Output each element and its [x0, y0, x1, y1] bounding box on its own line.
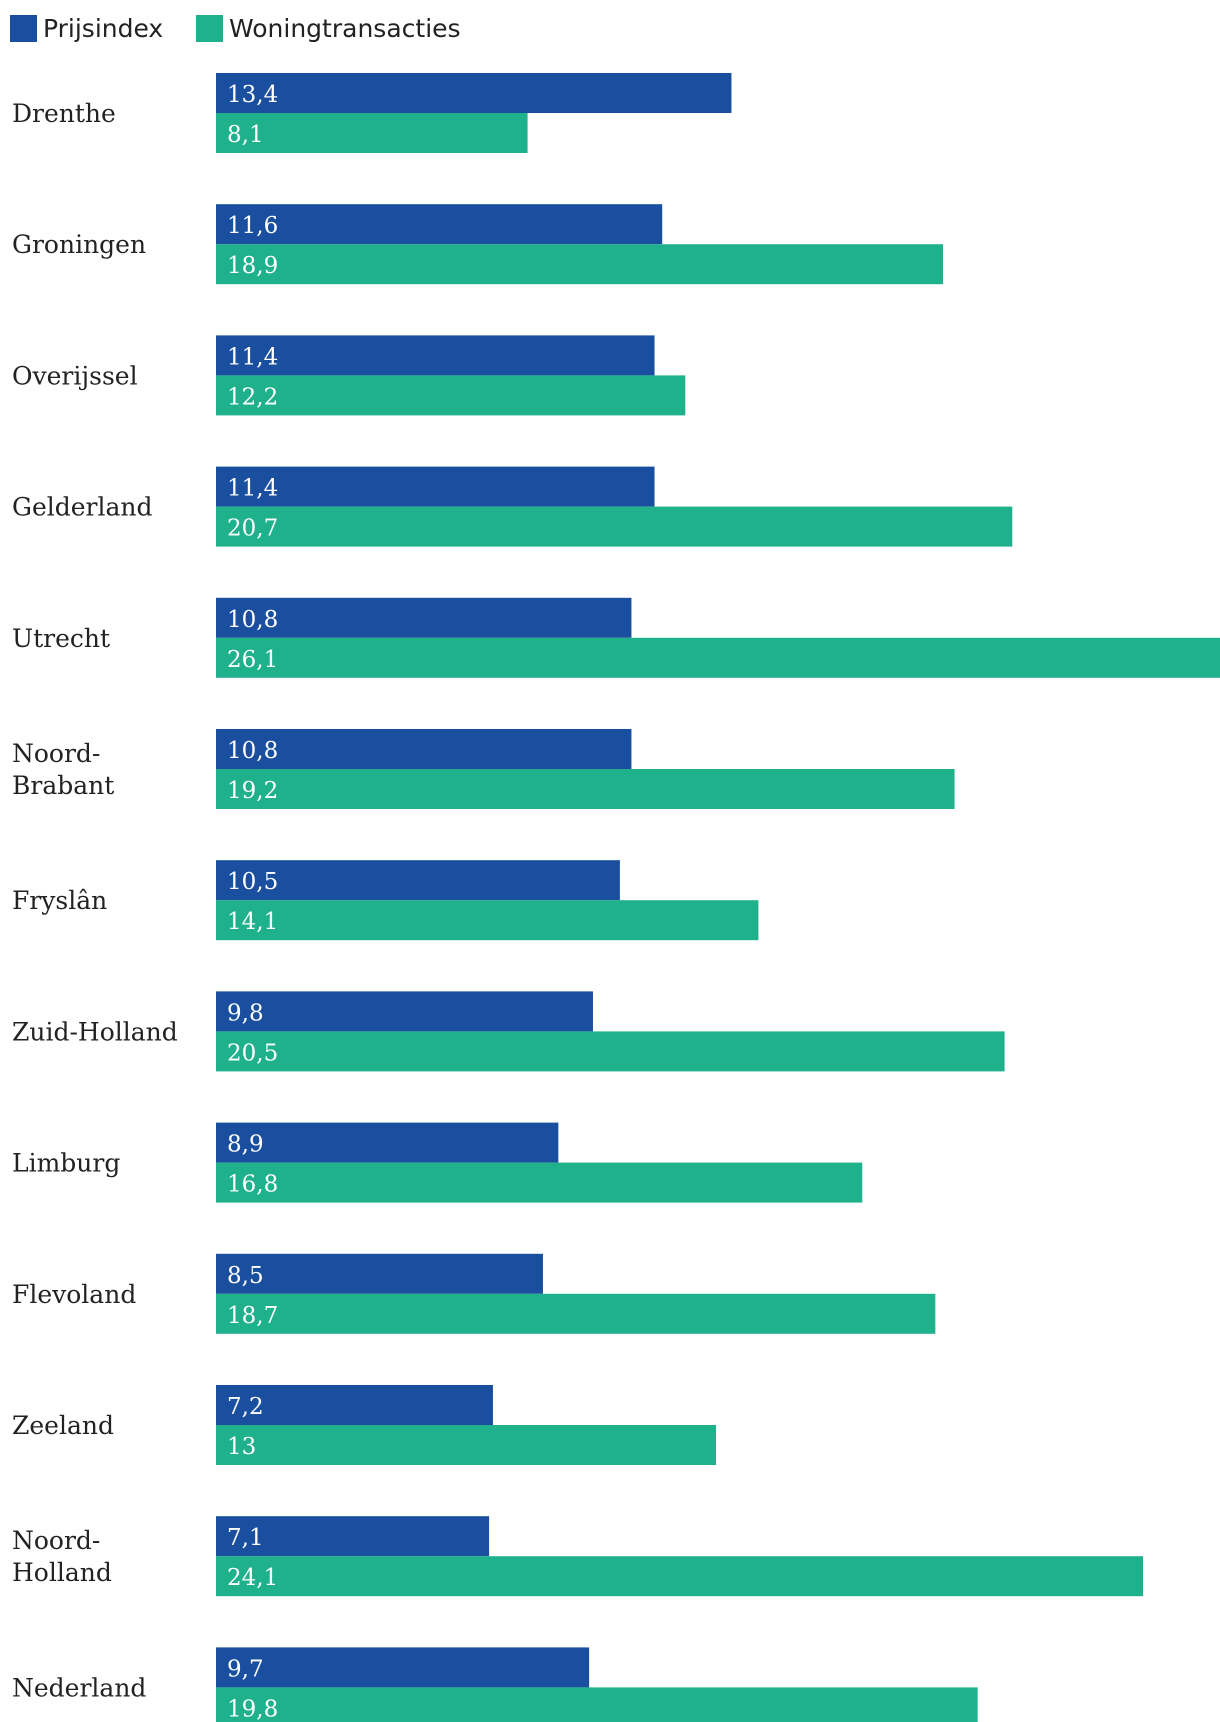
value-label-woningtransacties: 13 — [227, 1434, 256, 1460]
bar-woningtransacties-nederland — [216, 1687, 978, 1722]
value-label-prijsindex: 8,5 — [227, 1263, 264, 1289]
value-label-prijsindex: 8,9 — [227, 1132, 264, 1158]
row-noord-brabant: Noord- Brabant 10,8 19,2 — [12, 729, 955, 809]
value-label-woningtransacties: 24,1 — [227, 1565, 278, 1591]
legend: Prijsindex Woningtransacties — [10, 14, 461, 43]
category-label: Utrecht — [12, 624, 110, 653]
bar-prijsindex-flevoland — [216, 1253, 543, 1294]
value-label-woningtransacties: 19,8 — [227, 1696, 278, 1722]
category-label: Noord- — [12, 739, 100, 768]
bar-woningtransacties-gelderland — [216, 506, 1013, 547]
bar-prijsindex-frysl-n — [216, 860, 620, 901]
bar-woningtransacties-drenthe — [216, 113, 528, 153]
bar-woningtransacties-frysl-n — [216, 900, 759, 941]
bar-woningtransacties-groningen — [216, 244, 944, 285]
row-limburg: Limburg 8,9 16,8 — [12, 1122, 863, 1203]
row-gelderland: Gelderland 11,4 20,7 — [12, 466, 1013, 547]
bar-prijsindex-zeeland — [216, 1385, 493, 1425]
value-label-prijsindex: 7,1 — [227, 1525, 264, 1551]
bar-woningtransacties-noord-brabant — [216, 769, 955, 809]
value-label-woningtransacties: 12,2 — [227, 384, 278, 410]
category-label: Drenthe — [12, 99, 116, 128]
value-label-prijsindex: 13,4 — [227, 82, 278, 108]
bar-prijsindex-groningen — [216, 204, 663, 245]
legend-swatch-prijsindex — [10, 15, 37, 42]
category-label: Groningen — [12, 230, 146, 259]
value-label-woningtransacties: 16,8 — [227, 1172, 278, 1198]
row-nederland: Nederland 9,7 19,8 — [12, 1647, 978, 1722]
value-label-woningtransacties: 14,1 — [227, 909, 278, 935]
category-label: Flevoland — [12, 1280, 136, 1309]
category-label: Brabant — [12, 771, 114, 800]
legend-swatch-woningtransacties — [196, 15, 223, 42]
value-label-prijsindex: 7,2 — [227, 1394, 264, 1420]
row-overijssel: Overijssel 11,4 12,2 — [12, 335, 686, 416]
bar-prijsindex-nederland — [216, 1647, 590, 1688]
bar-woningtransacties-limburg — [216, 1162, 863, 1203]
bar-prijsindex-noord-brabant — [216, 729, 632, 769]
bar-prijsindex-overijssel — [216, 335, 655, 376]
value-label-prijsindex: 9,8 — [227, 1000, 264, 1026]
bar-prijsindex-noord-holland — [216, 1516, 490, 1557]
value-label-prijsindex: 10,8 — [227, 607, 278, 633]
value-label-prijsindex: 10,8 — [227, 738, 278, 764]
row-zeeland: Zeeland 7,2 13 — [12, 1385, 717, 1465]
bar-woningtransacties-flevoland — [216, 1293, 936, 1334]
row-zuid-holland: Zuid-Holland 9,8 20,5 — [12, 991, 1005, 1072]
value-label-prijsindex: 11,6 — [227, 213, 278, 239]
value-label-woningtransacties: 18,9 — [227, 253, 278, 279]
row-frysl-n: Fryslân 10,5 14,1 — [12, 860, 759, 941]
row-noord-holland: Noord- Holland 7,1 24,1 — [12, 1516, 1144, 1597]
category-label: Zuid-Holland — [12, 1017, 178, 1046]
category-label: Overijssel — [12, 361, 138, 390]
value-label-woningtransacties: 8,1 — [227, 122, 264, 148]
legend-label-woningtransacties: Woningtransacties — [229, 14, 461, 43]
bar-woningtransacties-zuid-holland — [216, 1031, 1005, 1072]
bar-woningtransacties-noord-holland — [216, 1556, 1144, 1597]
category-label: Gelderland — [12, 493, 153, 522]
category-label: Limburg — [12, 1149, 120, 1178]
bar-prijsindex-zuid-holland — [216, 991, 593, 1032]
value-label-woningtransacties: 18,7 — [227, 1303, 278, 1329]
bar-woningtransacties-zeeland — [216, 1425, 717, 1465]
row-flevoland: Flevoland 8,5 18,7 — [12, 1253, 936, 1334]
row-utrecht: Utrecht 10,8 26,1 — [12, 597, 1220, 678]
row-drenthe: Drenthe 13,4 8,1 — [12, 73, 732, 153]
value-label-woningtransacties: 20,5 — [227, 1040, 278, 1066]
bar-prijsindex-limburg — [216, 1122, 559, 1163]
value-label-woningtransacties: 19,2 — [227, 778, 278, 804]
value-label-woningtransacties: 20,7 — [227, 516, 278, 542]
bar-prijsindex-utrecht — [216, 597, 632, 638]
category-label: Fryslân — [12, 886, 107, 915]
category-label: Zeeland — [12, 1411, 114, 1440]
chart-rows: Drenthe 13,4 8,1 Groningen 11,6 18,9 Overijsse… — [12, 73, 1220, 1722]
category-label: Nederland — [12, 1673, 146, 1702]
bar-woningtransacties-overijssel — [216, 375, 686, 416]
category-label: Noord- — [12, 1526, 100, 1555]
value-label-woningtransacties: 26,1 — [227, 647, 278, 673]
value-label-prijsindex: 9,7 — [227, 1656, 264, 1682]
row-groningen: Groningen 11,6 18,9 — [12, 204, 944, 285]
legend-label-prijsindex: Prijsindex — [43, 14, 163, 43]
bar-prijsindex-drenthe — [216, 73, 732, 113]
category-label: Holland — [12, 1558, 112, 1587]
bar-prijsindex-gelderland — [216, 466, 655, 507]
value-label-prijsindex: 10,5 — [227, 869, 278, 895]
value-label-prijsindex: 11,4 — [227, 476, 278, 502]
bar-woningtransacties-utrecht — [216, 637, 1220, 678]
value-label-prijsindex: 11,4 — [227, 344, 278, 370]
